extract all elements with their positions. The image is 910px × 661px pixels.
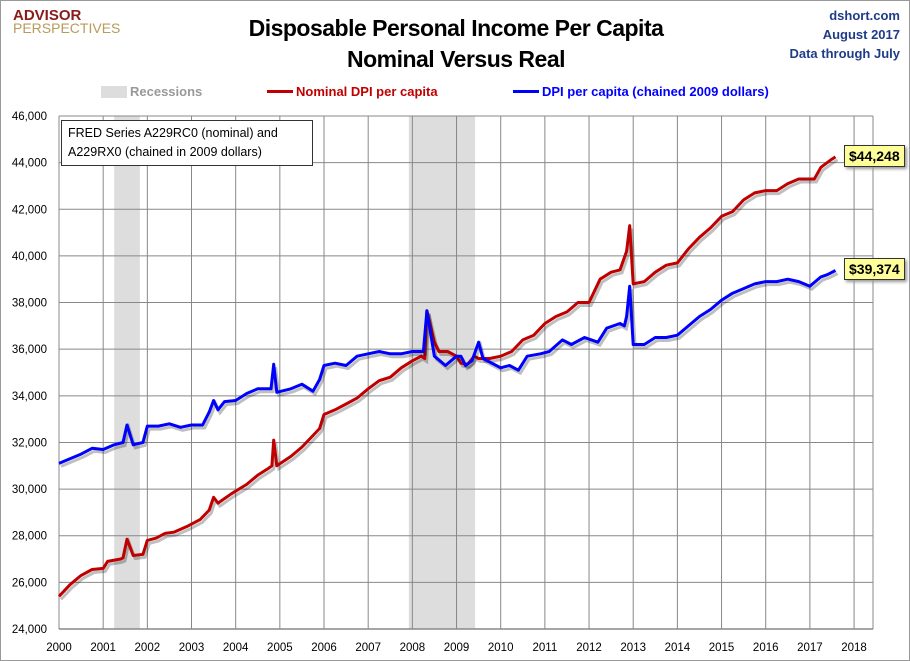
y-tick-label: 30,000 — [12, 484, 47, 496]
x-tick-label: 2008 — [400, 642, 426, 654]
y-tick-label: 36,000 — [12, 344, 47, 356]
x-tick-label: 2014 — [665, 642, 691, 654]
recession-swatch — [101, 85, 127, 98]
x-tick-label: 2018 — [841, 642, 867, 654]
x-tick-label: 2002 — [135, 642, 161, 654]
x-tick-label: 2004 — [223, 642, 249, 654]
y-tick-label: 42,000 — [12, 204, 47, 216]
nominal-last-value-label: $44,248 — [844, 145, 905, 167]
advisor-perspectives-logo: ADVISOR PERSPECTIVES — [13, 7, 121, 36]
date-text: August 2017 — [822, 27, 900, 42]
nominal-series-line — [57, 155, 837, 598]
source-text: dshort.com — [829, 8, 900, 23]
y-tick-label: 32,000 — [12, 437, 47, 449]
x-tick-label: 2003 — [179, 642, 205, 654]
y-tick-label: 46,000 — [12, 111, 47, 123]
series-note: FRED Series A229RC0 (nominal) and A229RX… — [61, 120, 313, 166]
x-tick-label: 2010 — [488, 642, 514, 654]
x-tick-label: 2001 — [90, 642, 116, 654]
y-tick-label: 26,000 — [12, 577, 47, 589]
y-tick-label: 44,000 — [12, 158, 47, 170]
real-last-value-label: $39,374 — [844, 258, 905, 280]
x-tick-label: 2005 — [267, 642, 293, 654]
logo-line2: PERSPECTIVES — [13, 20, 121, 36]
x-tick-label: 2013 — [620, 642, 646, 654]
x-tick-label: 2011 — [533, 642, 558, 654]
legend-real: DPI per capita (chained 2009 dollars) — [513, 84, 769, 99]
legend-recessions-label: Recessions — [130, 84, 203, 99]
chart-subtitle: Nominal Versus Real — [346, 46, 566, 72]
x-tick-label: 2017 — [797, 642, 823, 654]
y-tick-label: 40,000 — [12, 251, 47, 263]
x-tick-label: 2006 — [311, 642, 337, 654]
legend-recessions: Recessions — [101, 84, 202, 99]
x-tick-label: 2000 — [46, 642, 72, 654]
x-tick-label: 2016 — [753, 642, 779, 654]
x-tick-label: 2015 — [709, 642, 735, 654]
legend-nominal: Nominal DPI per capita — [267, 84, 438, 99]
nominal-swatch — [267, 90, 293, 93]
x-tick-label: 2007 — [355, 642, 381, 654]
y-tick-label: 38,000 — [12, 298, 47, 310]
recession-band — [408, 116, 476, 629]
x-tick-label: 2009 — [444, 642, 470, 654]
legend-nominal-label: Nominal DPI per capita — [296, 84, 438, 99]
chart-title: Disposable Personal Income Per Capita — [248, 15, 664, 41]
y-tick-label: 28,000 — [12, 531, 47, 543]
real-series-line-shadow — [60, 272, 839, 468]
x-tick-label: 2012 — [576, 642, 602, 654]
real-swatch — [513, 90, 539, 93]
y-tick-label: 34,000 — [12, 391, 47, 403]
legend-real-label: DPI per capita (chained 2009 dollars) — [542, 84, 769, 99]
logo-line1: ADVISOR — [13, 7, 82, 24]
data-through-text: Data through July — [789, 46, 900, 61]
real-series-line — [58, 269, 837, 465]
y-tick-label: 24,000 — [12, 624, 47, 636]
